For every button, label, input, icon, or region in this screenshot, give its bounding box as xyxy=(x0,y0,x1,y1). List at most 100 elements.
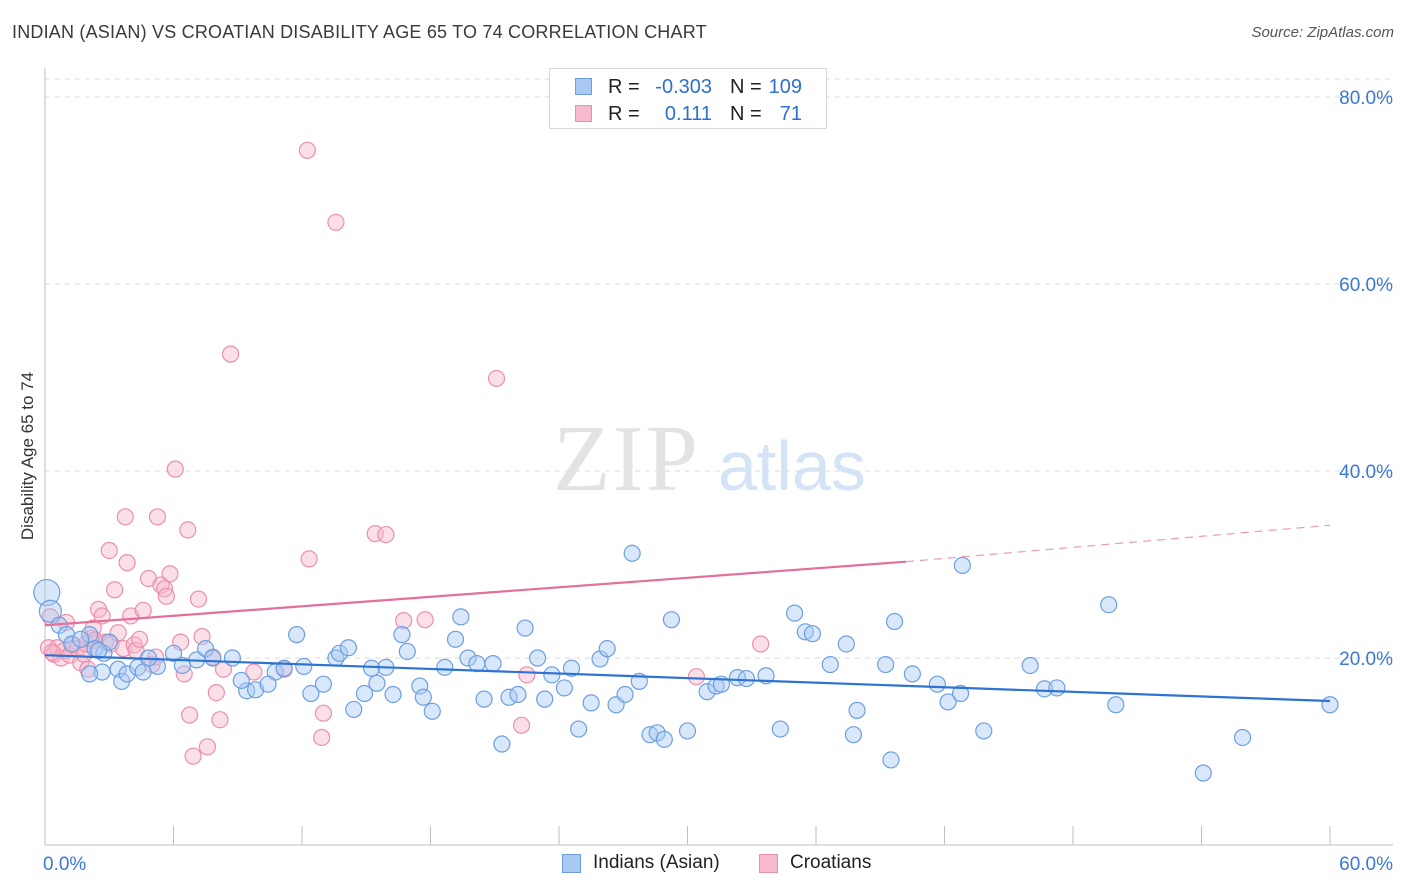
data-point xyxy=(543,666,561,684)
data-point xyxy=(157,587,175,605)
data-point xyxy=(848,701,866,719)
data-point xyxy=(1233,728,1252,747)
data-point xyxy=(377,525,395,544)
r-label: R = xyxy=(608,103,640,125)
x-tick-label: 60.0% xyxy=(1339,854,1393,875)
data-point xyxy=(100,541,118,560)
legend-swatch-blue xyxy=(562,854,581,873)
data-point xyxy=(238,682,256,700)
data-point xyxy=(493,735,511,753)
data-point xyxy=(411,677,429,695)
data-point xyxy=(204,649,222,667)
data-point xyxy=(562,659,581,677)
data-point xyxy=(184,747,202,765)
data-point xyxy=(414,688,432,706)
data-point xyxy=(43,643,61,661)
data-point xyxy=(179,521,197,539)
axes xyxy=(44,68,1393,846)
data-point xyxy=(393,626,411,644)
data-point xyxy=(844,726,863,744)
data-point xyxy=(355,684,374,703)
legend-label: Croatians xyxy=(790,852,872,873)
data-point xyxy=(803,625,822,643)
trend-lines xyxy=(44,524,1331,703)
data-point xyxy=(484,655,502,673)
data-point xyxy=(395,611,413,630)
trend-line-indians xyxy=(44,654,1331,703)
data-point xyxy=(314,675,333,693)
data-point xyxy=(38,599,62,623)
data-point xyxy=(298,141,316,159)
indians-points xyxy=(33,544,1339,782)
data-point xyxy=(300,550,318,568)
gridlines xyxy=(45,78,1393,659)
data-point xyxy=(245,663,263,681)
data-point xyxy=(528,649,547,667)
data-point xyxy=(837,635,855,653)
data-point xyxy=(207,683,225,702)
data-point xyxy=(295,657,313,676)
data-point xyxy=(81,665,99,683)
data-point xyxy=(164,644,183,662)
data-point xyxy=(339,639,358,657)
data-point xyxy=(616,685,634,704)
data-point xyxy=(655,730,673,748)
data-point xyxy=(106,581,124,599)
data-point xyxy=(885,612,904,631)
data-point xyxy=(313,728,331,747)
data-point xyxy=(302,684,320,703)
data-point xyxy=(89,641,108,660)
data-point xyxy=(687,668,706,686)
data-point xyxy=(423,702,441,720)
data-point xyxy=(1048,679,1066,697)
data-point xyxy=(173,656,192,675)
data-point xyxy=(518,666,536,684)
data-point xyxy=(662,611,681,629)
data-point xyxy=(189,590,208,608)
pink-swatch xyxy=(575,105,592,122)
trend-line-croatians xyxy=(44,560,907,627)
data-point xyxy=(288,626,306,644)
data-point xyxy=(821,655,839,674)
blue-swatch xyxy=(575,78,592,95)
data-point xyxy=(648,724,666,742)
data-point xyxy=(398,642,416,661)
y-tick-label: 20.0% xyxy=(1339,649,1393,670)
data-point xyxy=(737,669,755,688)
data-point xyxy=(1021,656,1039,675)
stats-row-indians: R = -0.303 N = 109 xyxy=(550,74,826,100)
data-point xyxy=(345,700,363,719)
data-point xyxy=(198,738,217,756)
chart-title: INDIAN (ASIAN) VS CROATIAN DISABILITY AG… xyxy=(12,22,707,42)
data-point xyxy=(436,658,454,676)
r-value: -0.303 xyxy=(655,76,712,98)
data-point xyxy=(928,675,946,693)
data-point xyxy=(877,655,895,674)
x-tick-label: 0.0% xyxy=(43,854,86,875)
data-point xyxy=(1035,680,1054,698)
data-point xyxy=(259,675,277,693)
watermark: ZIP atlas xyxy=(553,407,866,511)
data-point xyxy=(598,640,616,658)
data-point xyxy=(785,604,804,622)
n-value: 71 xyxy=(779,103,802,125)
data-point xyxy=(93,663,111,681)
data-point xyxy=(148,508,167,526)
data-point xyxy=(623,544,641,562)
data-point xyxy=(1321,696,1339,714)
data-point xyxy=(166,460,184,478)
data-point xyxy=(232,671,250,690)
tick-labels: 20.0% 40.0% 60.0% 80.0% 0.0% 60.0% xyxy=(43,88,1393,875)
y-tick-label: 40.0% xyxy=(1339,462,1393,483)
data-point xyxy=(180,706,199,724)
data-point xyxy=(63,635,81,653)
legend-label: Indians (Asian) xyxy=(593,852,720,873)
data-point xyxy=(459,649,477,667)
data-point xyxy=(246,681,265,699)
data-point xyxy=(314,704,333,722)
data-point xyxy=(536,690,554,708)
data-point xyxy=(882,751,900,769)
data-point xyxy=(555,679,573,697)
data-point xyxy=(175,665,193,683)
